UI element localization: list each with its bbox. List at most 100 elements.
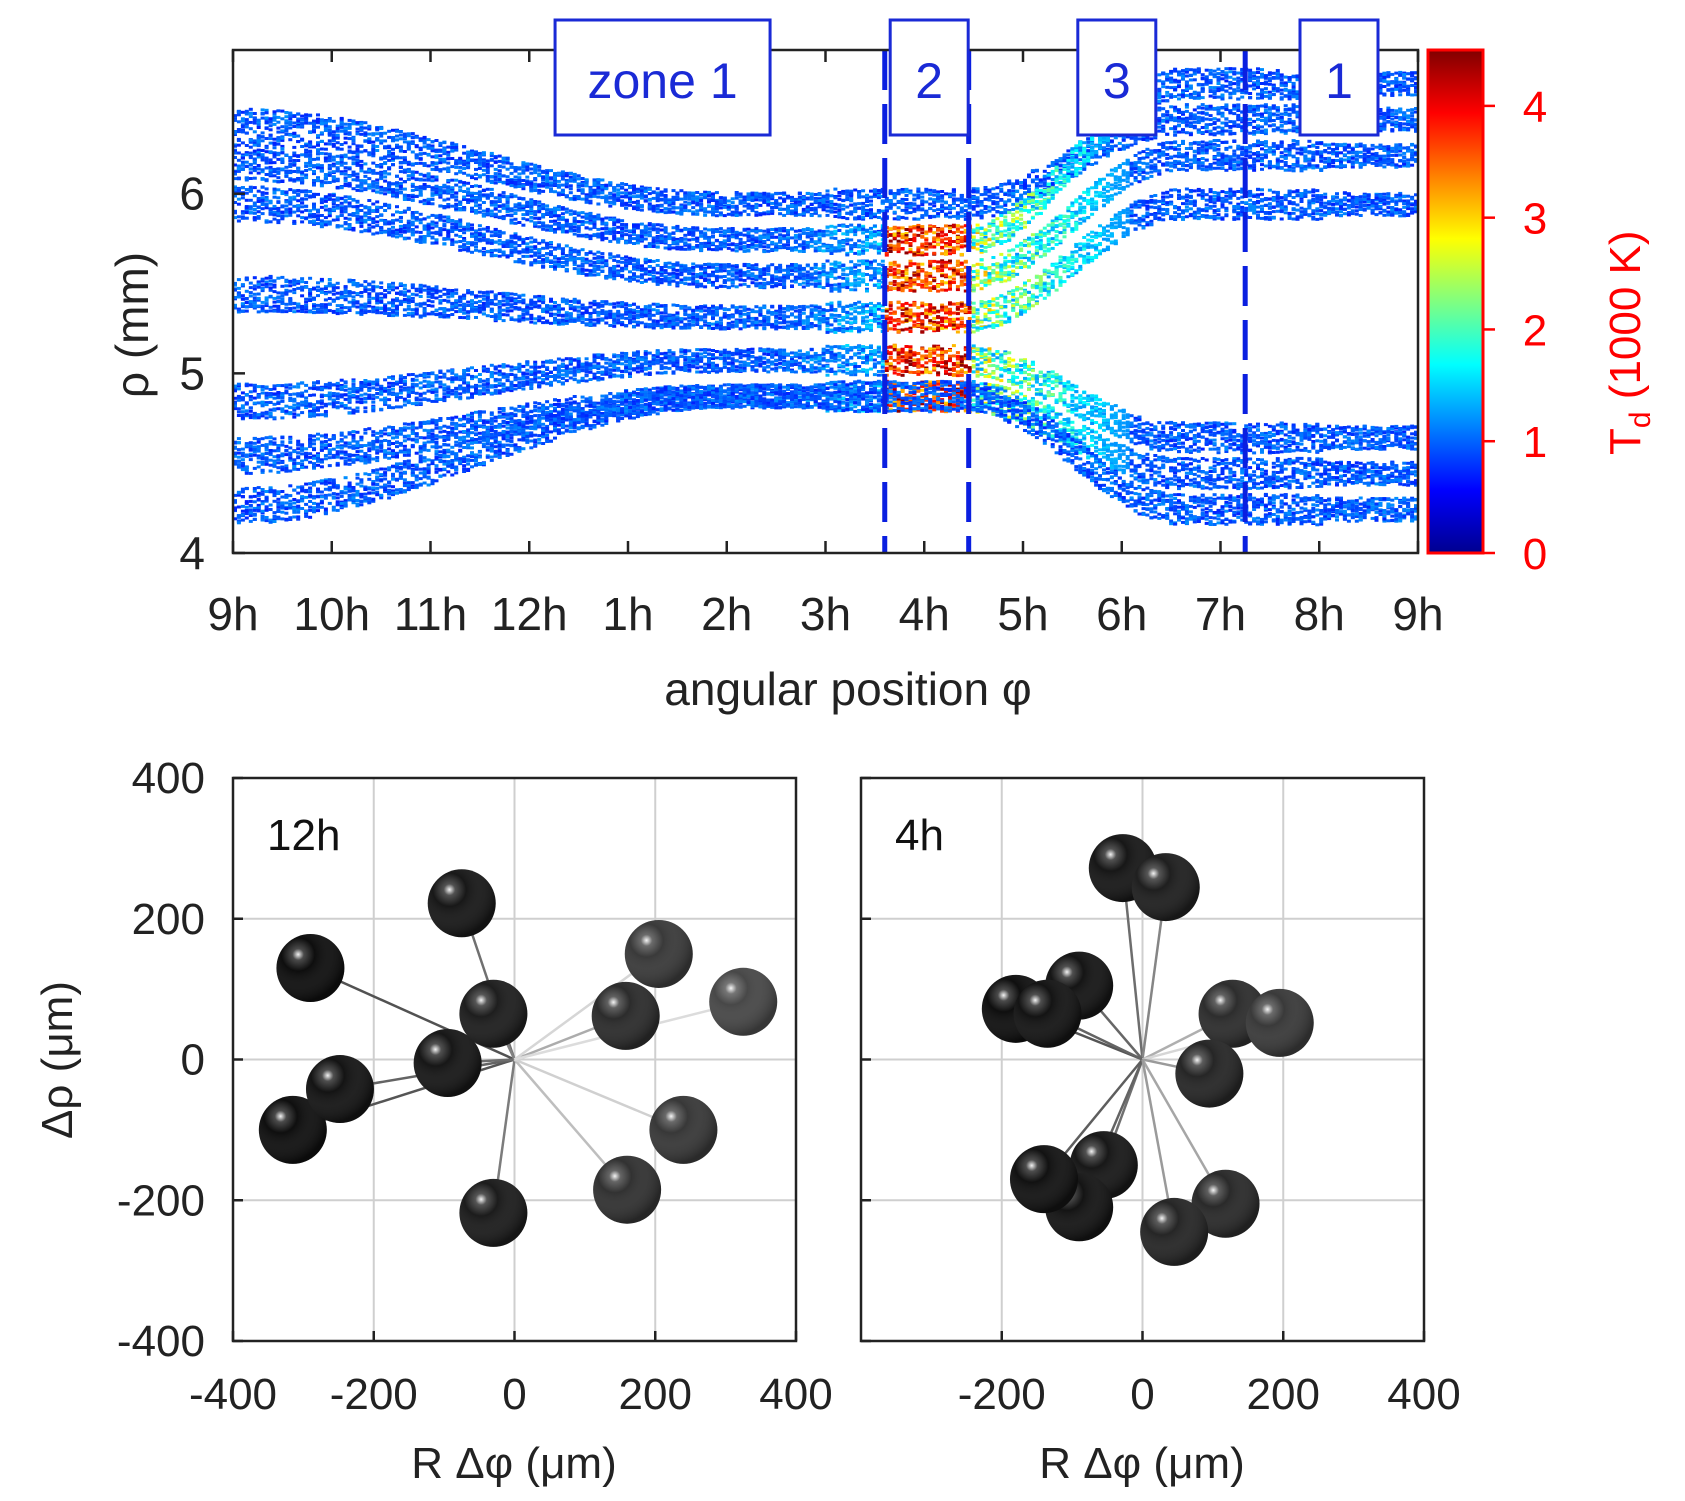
heatmap-cell <box>805 227 810 231</box>
heatmap-cell <box>395 134 399 138</box>
heatmap-cell <box>391 182 395 186</box>
heatmap-cell <box>1184 123 1189 127</box>
heatmap-cell <box>252 139 257 143</box>
heatmap-cell <box>1224 117 1229 121</box>
heatmap-cell <box>497 204 502 208</box>
heatmap-cell <box>900 226 905 230</box>
heatmap-cell <box>750 245 755 249</box>
heatmap-cell <box>276 115 281 119</box>
heatmap-cell <box>707 244 711 248</box>
heatmap-cell <box>434 161 439 165</box>
heatmap-cell <box>339 172 344 176</box>
heatmap-cell <box>272 118 277 122</box>
heatmap-cell <box>782 207 787 211</box>
heatmap-cell <box>414 153 419 157</box>
heatmap-cell <box>576 226 581 230</box>
heatmap-cell <box>529 187 534 191</box>
heatmap-cell <box>272 141 277 145</box>
heatmap-cell <box>948 215 952 219</box>
heatmap-cell <box>1279 112 1284 116</box>
heatmap-cell <box>529 182 534 186</box>
heatmap-cell <box>774 202 779 205</box>
heatmap-cell <box>718 234 723 237</box>
heatmap-cell <box>809 240 814 244</box>
heatmap-cell <box>687 245 692 249</box>
heatmap-cell <box>363 170 368 174</box>
heatmap-cell <box>833 232 838 236</box>
heatmap-cell <box>908 189 913 193</box>
heatmap-cell <box>904 211 909 215</box>
heatmap-cell <box>833 236 838 240</box>
heatmap-cell <box>1157 106 1162 110</box>
heatmap-cell <box>999 223 1004 227</box>
heatmap-cell <box>280 151 285 155</box>
heatmap-cell <box>655 191 660 195</box>
heatmap-cell <box>896 199 901 203</box>
heatmap-cell <box>861 225 866 229</box>
heatmap-cell <box>1283 112 1288 116</box>
heatmap-cell <box>497 172 502 176</box>
heatmap-cell <box>754 244 759 248</box>
heatmap-cell <box>454 159 459 163</box>
heatmap-cell <box>647 223 652 227</box>
heatmap-cell <box>1279 116 1284 120</box>
heatmap-cell <box>778 203 783 207</box>
heatmap-cell <box>770 240 775 244</box>
heatmap-cell <box>829 230 834 234</box>
heatmap-cell <box>821 194 826 198</box>
heatmap-cell <box>959 210 964 214</box>
heatmap-cell <box>604 230 609 234</box>
heatmap-cell <box>928 242 933 246</box>
heatmap-cell <box>793 240 798 244</box>
heatmap-cell <box>327 156 332 160</box>
heatmap-cell <box>596 232 601 236</box>
heatmap-cell <box>837 243 842 247</box>
heatmap-cell <box>339 156 344 160</box>
heatmap-cell <box>1291 109 1296 113</box>
heatmap-cell <box>908 228 913 232</box>
heatmap-cell <box>1003 200 1008 204</box>
heatmap-cell <box>801 240 806 244</box>
heatmap-cell <box>975 196 980 200</box>
heatmap-cell <box>304 113 309 117</box>
heatmap-cell <box>1236 106 1241 109</box>
heatmap-cell <box>1196 119 1201 123</box>
heatmap-cell <box>742 195 747 199</box>
heatmap-cell <box>1062 166 1067 170</box>
heatmap-cell <box>738 199 743 203</box>
heatmap-cell <box>545 208 550 212</box>
heatmap-cell <box>497 199 502 203</box>
heatmap-cell <box>995 240 1000 243</box>
heatmap-cell <box>695 226 700 230</box>
heatmap-cell <box>434 191 439 194</box>
heatmap-cell <box>679 239 684 243</box>
heatmap-cell <box>1295 129 1300 133</box>
heatmap-cell <box>347 149 352 153</box>
heatmap-cell <box>1011 219 1016 223</box>
heatmap-cell <box>999 183 1004 187</box>
heatmap-cell <box>1398 116 1403 120</box>
heatmap-cell <box>351 162 356 166</box>
heatmap-cell <box>940 252 945 256</box>
heatmap-cell <box>533 210 538 214</box>
heatmap-cell <box>1034 169 1039 173</box>
heatmap-cell <box>1066 162 1071 166</box>
heatmap-cell <box>268 171 273 175</box>
heatmap-cell <box>813 206 818 210</box>
heatmap-cell <box>375 127 380 130</box>
heatmap-cell <box>651 243 656 247</box>
heatmap-cell <box>1200 126 1205 129</box>
heatmap-cell <box>853 209 858 213</box>
heatmap-cell <box>359 179 364 183</box>
heatmap-cell <box>948 252 952 256</box>
heatmap-cell <box>872 224 877 228</box>
heatmap-cell <box>600 227 605 231</box>
heatmap-cell <box>900 232 905 236</box>
heatmap-cell <box>485 171 490 175</box>
heatmap-cell <box>695 195 700 199</box>
heatmap-cell <box>955 204 960 207</box>
heatmap-cell <box>663 194 668 197</box>
heatmap-cell <box>418 178 423 182</box>
heatmap-cell <box>778 240 783 244</box>
heatmap-cell <box>347 131 352 135</box>
